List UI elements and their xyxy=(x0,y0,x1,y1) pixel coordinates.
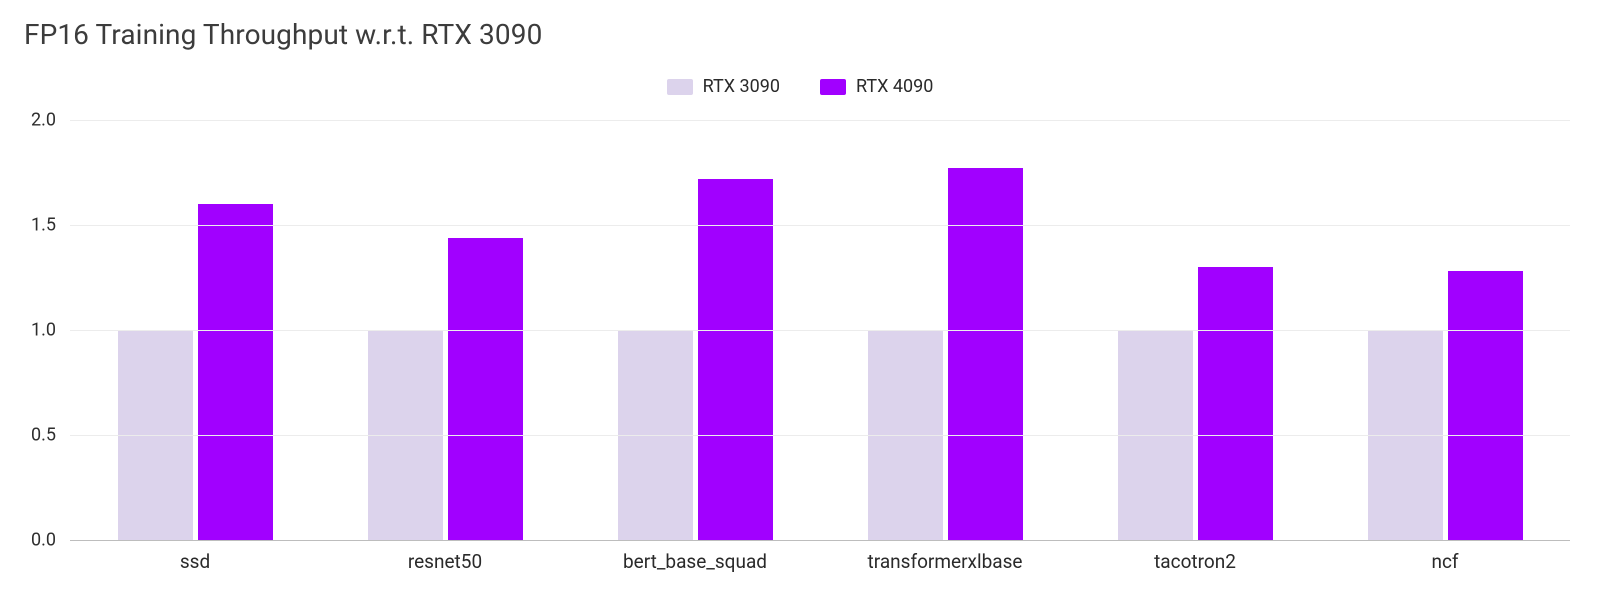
x-tick-label: ncf xyxy=(1320,540,1570,590)
bar xyxy=(698,179,773,540)
x-tick-label: ssd xyxy=(70,540,320,590)
bar xyxy=(1198,267,1273,540)
chart-title: FP16 Training Throughput w.r.t. RTX 3090 xyxy=(24,18,542,51)
grid-line xyxy=(70,435,1570,436)
y-tick-label: 0.0 xyxy=(31,530,70,551)
bar xyxy=(1448,271,1523,540)
chart-root: FP16 Training Throughput w.r.t. RTX 3090… xyxy=(0,0,1600,590)
x-tick-label: resnet50 xyxy=(320,540,570,590)
x-axis-labels: ssdresnet50bert_base_squadtransformerxlb… xyxy=(70,540,1570,590)
x-tick-label: bert_base_squad xyxy=(570,540,820,590)
bar xyxy=(198,204,273,540)
grid-line xyxy=(70,225,1570,226)
x-tick-label: tacotron2 xyxy=(1070,540,1320,590)
legend: RTX 3090 RTX 4090 xyxy=(0,76,1600,97)
y-tick-label: 0.5 xyxy=(31,425,70,446)
x-tick-label: transformerxlbase xyxy=(820,540,1070,590)
y-tick-label: 2.0 xyxy=(31,110,70,131)
legend-label: RTX 4090 xyxy=(856,76,933,97)
grid-line xyxy=(70,330,1570,331)
legend-label: RTX 3090 xyxy=(703,76,780,97)
y-tick-label: 1.0 xyxy=(31,320,70,341)
legend-item-rtx3090: RTX 3090 xyxy=(667,76,780,97)
plot-area: 0.00.51.01.52.0 xyxy=(70,120,1570,540)
bar xyxy=(448,238,523,540)
legend-swatch-icon xyxy=(820,79,846,95)
legend-item-rtx4090: RTX 4090 xyxy=(820,76,933,97)
y-tick-label: 1.5 xyxy=(31,215,70,236)
grid-line xyxy=(70,120,1570,121)
legend-swatch-icon xyxy=(667,79,693,95)
